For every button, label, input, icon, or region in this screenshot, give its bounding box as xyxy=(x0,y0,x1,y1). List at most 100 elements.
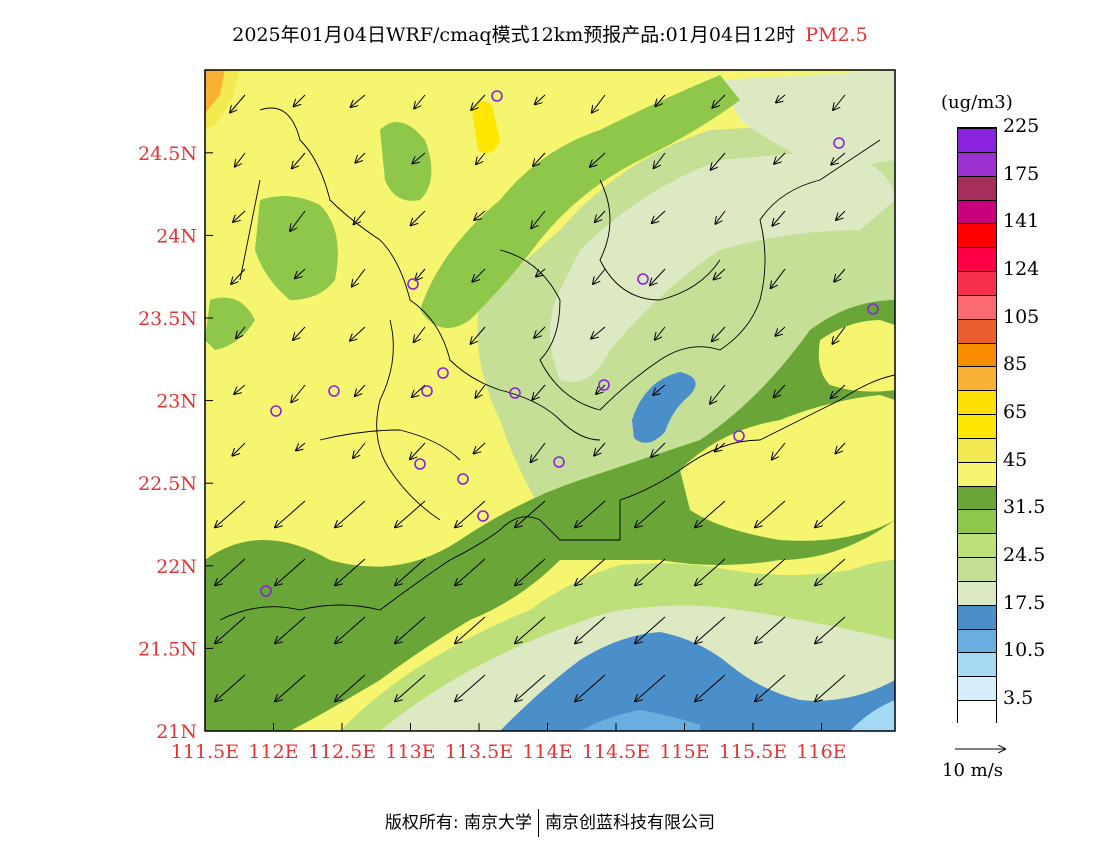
wind-arrow xyxy=(351,94,366,107)
colorbar-segment xyxy=(958,128,996,152)
x-tick-label: 114.5E xyxy=(582,741,650,763)
wind-arrow xyxy=(715,442,726,452)
wind-arrow xyxy=(651,442,666,457)
station-marker xyxy=(328,385,340,397)
wind-arrow xyxy=(215,558,246,585)
wind-arrow xyxy=(476,152,486,164)
wind-arrow xyxy=(296,442,306,451)
colorbar-segment xyxy=(958,151,996,176)
wind-reference-label: 10 m/s xyxy=(942,760,1003,781)
wind-arrow xyxy=(635,558,666,585)
wind-arrow xyxy=(414,94,426,109)
wind-arrow xyxy=(414,326,426,342)
wind-arrow xyxy=(455,500,486,527)
station-marker xyxy=(553,456,565,468)
colorbar-label: 85 xyxy=(1003,353,1028,376)
colorbar-segment xyxy=(958,652,996,677)
wind-arrow xyxy=(593,268,606,284)
wind-arrow xyxy=(295,268,306,278)
wind-arrow xyxy=(575,674,606,701)
wind-arrow xyxy=(230,94,246,113)
colorbar-segment xyxy=(958,437,996,462)
wind-arrow xyxy=(755,558,786,585)
colorbar-segment xyxy=(958,342,996,367)
wind-arrow xyxy=(412,152,426,164)
station-marker xyxy=(457,473,469,485)
band-24-31-west xyxy=(255,196,338,300)
copyright-left: 版权所有: 南京大学 xyxy=(384,813,533,833)
colorbar-segment xyxy=(958,533,996,558)
wind-arrow xyxy=(215,500,246,527)
wind-arrow xyxy=(594,442,606,456)
colorbar-segment xyxy=(958,700,996,724)
colorbar-segment xyxy=(958,175,996,200)
x-tick-label: 111.5E xyxy=(171,741,239,763)
wind-arrow xyxy=(834,268,846,282)
wind-arrow xyxy=(515,674,546,701)
y-tick-label: 21.5N xyxy=(138,638,197,660)
colorbar-segment xyxy=(958,366,996,391)
wind-arrow xyxy=(515,558,546,585)
colorbar-segment xyxy=(958,485,996,510)
wind-arrow xyxy=(592,94,606,113)
wind-arrow xyxy=(591,326,606,339)
wind-arrow xyxy=(772,210,786,226)
wind-arrow xyxy=(652,210,666,223)
wind-arrow xyxy=(275,674,306,701)
colorbar-segment xyxy=(958,271,996,295)
wind-arrow xyxy=(531,210,546,228)
wind-arrow xyxy=(772,442,786,460)
wind-arrow xyxy=(290,210,306,231)
wind-arrow xyxy=(654,152,666,168)
band-0-3-sea-corner xyxy=(850,700,895,731)
map-title: 2025年01月04日WRF/cmaq模式12km预报产品:01月04日12时 P… xyxy=(0,20,1100,47)
colorbar-segment xyxy=(958,223,996,248)
wind-arrow xyxy=(355,384,366,396)
wind-arrow xyxy=(534,326,546,338)
wind-arrow xyxy=(350,326,366,341)
wind-arrow xyxy=(655,326,666,340)
wind-arrow xyxy=(215,616,246,643)
station-marker xyxy=(260,585,272,597)
colorbar-segment xyxy=(958,414,996,438)
band-24-31-north xyxy=(380,122,432,201)
y-tick-label: 23.5N xyxy=(138,308,197,330)
colorbar-label: 10.5 xyxy=(1003,639,1046,662)
wind-arrow xyxy=(831,384,846,398)
wind-arrow xyxy=(395,500,426,527)
wind-arrow xyxy=(515,500,546,527)
band-45-65-top xyxy=(472,101,500,154)
station-marker xyxy=(407,278,419,290)
colorbar-segment xyxy=(958,557,996,581)
colorbar-label: 24.5 xyxy=(1003,544,1046,567)
wind-arrow xyxy=(635,500,666,527)
wind-arrow xyxy=(711,152,726,170)
wind-vectors xyxy=(215,94,846,701)
wind-arrow xyxy=(411,210,426,225)
wind-arrow xyxy=(536,268,546,277)
wind-arrow xyxy=(836,210,846,220)
wind-arrow xyxy=(395,616,426,643)
wind-arrow xyxy=(233,210,246,222)
boundaries xyxy=(219,107,895,621)
colorbar-label: 124 xyxy=(1003,258,1040,281)
wind-arrow xyxy=(771,268,786,288)
wind-arrow xyxy=(232,442,246,456)
wind-arrow xyxy=(231,268,246,284)
wind-arrow xyxy=(815,616,846,643)
colorbar-segment xyxy=(958,318,996,343)
wind-arrow xyxy=(650,268,666,285)
wind-arrow xyxy=(293,326,306,340)
wind-arrow xyxy=(395,674,426,701)
wind-arrow xyxy=(471,94,486,110)
colorbar-segment xyxy=(958,676,996,701)
colorbar-unit: (ug/m3) xyxy=(941,92,1013,113)
wind-arrow xyxy=(695,674,726,701)
wind-arrow xyxy=(695,500,726,527)
station-marker xyxy=(414,458,426,470)
colorbar-label: 105 xyxy=(1003,305,1040,328)
station-marker xyxy=(867,303,879,315)
wind-arrow xyxy=(776,94,786,103)
wind-arrow xyxy=(774,384,786,397)
